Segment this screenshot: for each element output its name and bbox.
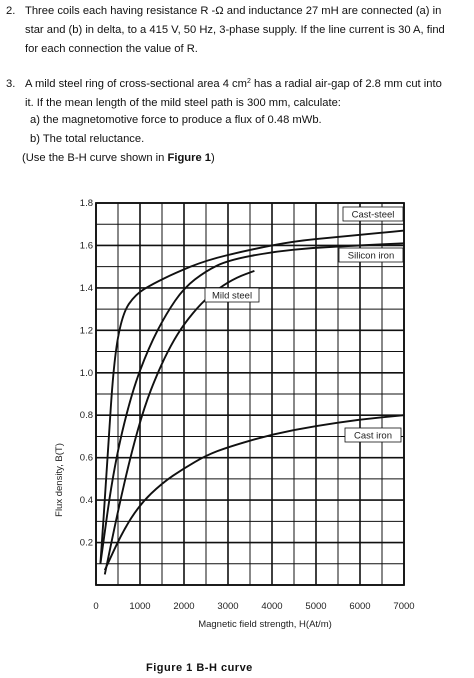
- question-number: 2.: [6, 5, 16, 17]
- curve-label: Silicon iron: [348, 251, 394, 262]
- x-tick-label: 1000: [129, 601, 150, 612]
- curve-label: Cast-steel: [352, 210, 395, 221]
- curve-label-box: [344, 427, 402, 443]
- curve-label-box: [338, 247, 404, 263]
- y-tick-label: 1.6: [80, 240, 93, 251]
- text-run: has a radial air-gap of 2.8 mm cut into: [250, 78, 442, 90]
- series-line-silicon-iron: [99, 242, 405, 564]
- chart-curves: [99, 229, 405, 575]
- curve-label-box: [204, 287, 260, 303]
- curve-label: Mild steel: [212, 291, 252, 302]
- figure-caption: Figure 1 B-H curve: [146, 662, 253, 674]
- y-axis-label: Flux density, B(T): [54, 443, 65, 517]
- y-tick-label: 1.8: [80, 198, 93, 209]
- text-run: (Use the B-H curve shown in: [22, 152, 168, 164]
- question-text-line: Three coils each having resistance R -Ω …: [25, 5, 442, 17]
- curve-label: Cast iron: [354, 431, 392, 442]
- question-text-line: it. If the mean length of the mild steel…: [25, 97, 341, 109]
- text-run: ): [211, 152, 215, 164]
- y-tick-label: 0.6: [80, 453, 93, 464]
- y-tick-label: 0.8: [80, 410, 93, 421]
- x-tick-label: 6000: [349, 601, 370, 612]
- plot-frame: [95, 202, 405, 586]
- figure-reference: Figure 1: [167, 152, 212, 164]
- y-tick-label: 0.4: [80, 495, 93, 506]
- series-line-mild-steel: [103, 270, 255, 575]
- bh-curve-chart: 0 1000 2000 3000 4000 5000 6000 7000 0.2 0.4 0.6 0.…: [54, 198, 415, 630]
- x-tick-label: 4000: [261, 601, 282, 612]
- question-text-line: for each connection the value of R.: [25, 43, 198, 55]
- text-run: A mild steel ring of cross-sectional are…: [25, 78, 247, 90]
- superscript: 2: [246, 78, 251, 85]
- x-tick-label: 3000: [217, 601, 238, 612]
- x-tick-label: 2000: [173, 601, 194, 612]
- part-a: a) the magnetomotive force to produce a …: [30, 114, 322, 126]
- x-tick-label: 7000: [393, 601, 414, 612]
- series-line-cast-steel: [99, 229, 405, 564]
- y-tick-label: 1.4: [80, 283, 93, 294]
- chart-ticks: 0 1000 2000 3000 4000 5000 6000 7000 0.2 0.4 0.6 0.…: [80, 198, 415, 612]
- question-text-line: A mild steel ring of cross-sectional are…: [25, 76, 442, 93]
- question-number: 3.: [6, 78, 16, 90]
- question-text-line: star and (b) in delta, to a 415 V, 50 Hz…: [25, 24, 445, 36]
- curve-label-box: [342, 206, 404, 222]
- x-tick-label: 0: [93, 601, 98, 612]
- x-axis-label: Magnetic field strength, H(At/m): [198, 619, 332, 630]
- y-tick-label: 1.0: [80, 368, 93, 379]
- curve-labels: Cast-steel Silicon iron Mild steel Cast iro…: [204, 206, 404, 443]
- figure-note: (Use the B-H curve shown in Figure 1): [22, 152, 215, 164]
- y-tick-label: 1.2: [80, 325, 93, 336]
- y-tick-label: 0.2: [80, 538, 93, 549]
- x-tick-label: 5000: [305, 601, 326, 612]
- part-b: b) The total reluctance.: [30, 133, 145, 145]
- series-line-cast-iron: [103, 414, 405, 571]
- chart-grid: [95, 202, 405, 586]
